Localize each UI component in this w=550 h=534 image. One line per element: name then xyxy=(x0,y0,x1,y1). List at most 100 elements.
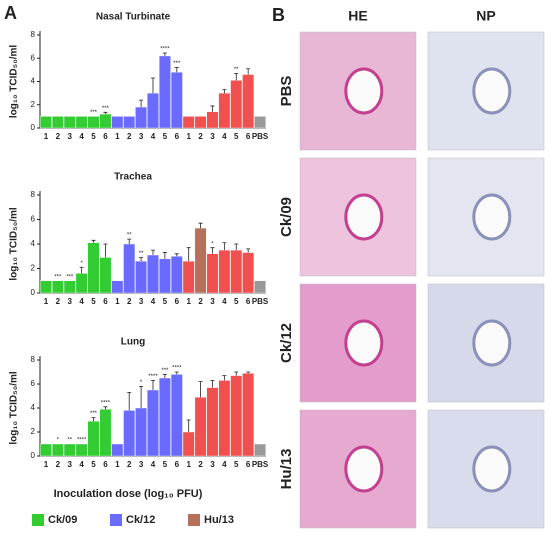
error-bar xyxy=(222,242,227,251)
bar xyxy=(218,380,231,457)
bronchiole xyxy=(472,445,512,493)
x-tick-label: 2 xyxy=(56,132,61,141)
error-bar xyxy=(198,222,203,229)
x-tick-label: 5 xyxy=(91,460,96,469)
bar xyxy=(170,256,183,294)
significance: **** xyxy=(77,438,87,444)
bar xyxy=(230,249,243,294)
x-tick-label: 5 xyxy=(91,132,96,141)
x-tick-label: 2 xyxy=(198,297,203,306)
significance: **** xyxy=(101,400,111,406)
error-bar xyxy=(127,238,132,244)
bronchiole xyxy=(344,193,384,241)
x-tick-label: PBS xyxy=(252,132,269,141)
x-tick-label: 4 xyxy=(151,132,156,141)
y-axis-label: log₁₀ TCID₅₀/ml xyxy=(9,371,20,445)
bar xyxy=(123,243,136,294)
bar xyxy=(206,111,219,129)
y-axis-label: log₁₀ TCID₅₀/ml xyxy=(9,45,20,119)
y-tick-label: 2 xyxy=(31,427,36,436)
bar xyxy=(75,116,88,129)
error-bar xyxy=(210,380,215,388)
bar xyxy=(111,443,124,457)
x-tick-label: 6 xyxy=(175,460,180,469)
bar xyxy=(123,410,136,457)
bar xyxy=(254,443,266,457)
x-tick-label: 1 xyxy=(44,460,49,469)
y-tick-label: 0 xyxy=(31,451,36,460)
chart-title: Nasal Turbinate xyxy=(96,12,171,23)
significance: ** xyxy=(67,438,72,444)
error-bar xyxy=(246,68,251,75)
error-bar xyxy=(162,252,167,259)
x-tick-label: 5 xyxy=(163,460,168,469)
error-bar xyxy=(151,380,155,390)
bar xyxy=(51,443,64,457)
x-tick-label: 5 xyxy=(163,132,168,141)
x-tick-label: 5 xyxy=(234,460,239,469)
bar xyxy=(230,375,243,457)
error-bar xyxy=(151,249,155,256)
error-bar xyxy=(234,72,239,81)
bar xyxy=(170,374,183,457)
significance: * xyxy=(140,380,143,386)
error-bar xyxy=(210,105,215,112)
error-bar xyxy=(79,266,84,274)
x-tick-label: 6 xyxy=(246,297,251,306)
error-bar xyxy=(162,52,167,56)
bar xyxy=(170,71,183,129)
x-tick-label: 3 xyxy=(139,132,144,141)
x-tick-label: 5 xyxy=(234,297,239,306)
bar xyxy=(135,106,148,129)
bar xyxy=(158,55,171,129)
x-tick-label: 2 xyxy=(56,297,61,306)
error-bar xyxy=(222,375,227,381)
x-tick-label: 6 xyxy=(175,297,180,306)
chart-title: Trachea xyxy=(114,172,152,183)
significance: *** xyxy=(161,368,169,374)
error-bar xyxy=(91,239,96,243)
legend-swatch xyxy=(32,514,44,526)
x-tick-label: 1 xyxy=(186,460,191,469)
bar xyxy=(158,258,171,294)
bar xyxy=(111,280,124,294)
x-tick-label: 3 xyxy=(68,132,73,141)
error-bar xyxy=(222,89,227,94)
x-tick-label: 6 xyxy=(103,460,108,469)
y-tick-label: 4 xyxy=(31,239,36,248)
error-bar xyxy=(91,417,96,422)
significance: *** xyxy=(54,274,62,280)
x-tick-label: 5 xyxy=(163,297,168,306)
x-tick-label: 3 xyxy=(139,460,144,469)
y-tick-label: 4 xyxy=(31,77,36,86)
row-label: Hu/13 xyxy=(278,449,295,490)
significance: *** xyxy=(102,106,110,112)
bar xyxy=(242,373,255,457)
x-tick-label: PBS xyxy=(252,297,269,306)
bar xyxy=(182,431,195,457)
bar xyxy=(194,397,207,457)
error-bar xyxy=(198,381,203,398)
bar xyxy=(158,377,171,457)
error-bar xyxy=(234,243,239,251)
bar xyxy=(87,116,100,129)
y-axis-label: log₁₀ TCID₅₀/ml xyxy=(9,207,20,281)
bronchiole xyxy=(472,67,512,115)
error-bar xyxy=(246,371,251,374)
bar xyxy=(40,443,52,457)
bar xyxy=(135,407,148,457)
bronchiole xyxy=(472,193,512,241)
x-tick-label: 6 xyxy=(246,132,251,141)
x-tick-label: 4 xyxy=(79,297,84,306)
bar xyxy=(40,116,52,129)
bar xyxy=(182,116,195,129)
bar xyxy=(206,387,219,457)
x-tick-label: 5 xyxy=(91,297,96,306)
bar xyxy=(230,80,243,129)
bar xyxy=(123,116,136,129)
error-bar xyxy=(174,371,179,375)
y-tick-label: 6 xyxy=(31,379,36,388)
significance: *** xyxy=(66,274,74,280)
x-tick-label: 3 xyxy=(210,132,215,141)
